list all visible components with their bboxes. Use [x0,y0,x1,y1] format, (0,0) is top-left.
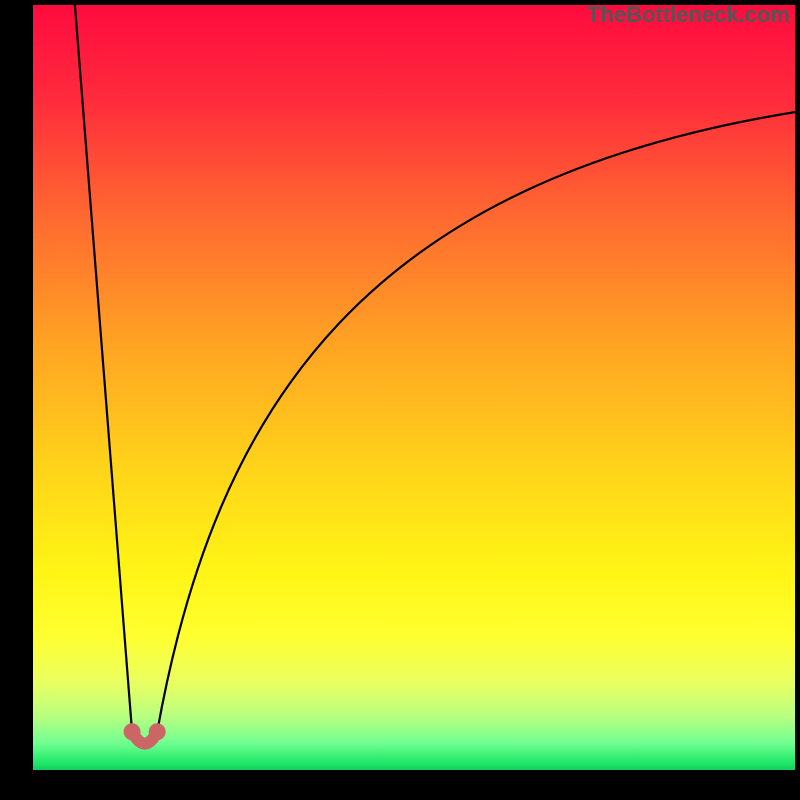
gradient-background [33,5,795,770]
plot-area [33,5,795,770]
plot-svg [33,5,795,770]
figure-outer: TheBottleneck.com [0,0,800,800]
